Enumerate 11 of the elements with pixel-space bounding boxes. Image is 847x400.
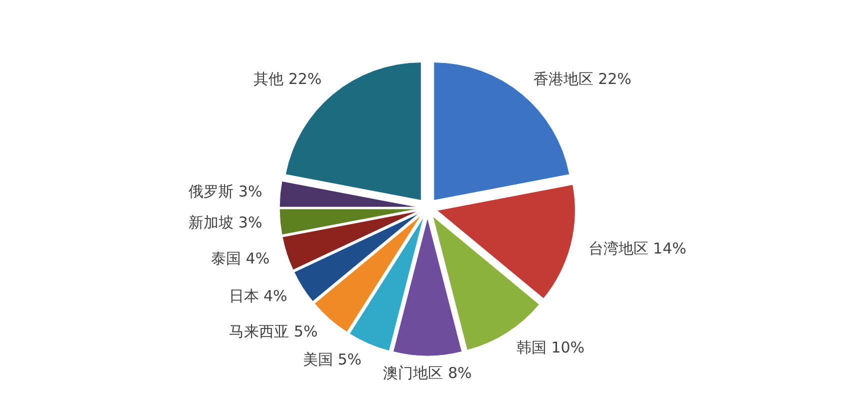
slice-label: 台湾地区 14% [588,239,686,258]
slice-label: 其他 22% [254,70,322,88]
slice-label: 韩国 10% [516,338,585,356]
slice-label: 俄罗斯 3% [188,182,262,200]
slice-label: 日本 4% [228,287,288,306]
slice-label: 马来西亚 5% [229,322,318,341]
slice-label: 香港地区 22% [533,70,632,88]
slice-label: 美国 5% [302,350,362,368]
slice-label: 澳门地区 8% [383,364,472,382]
slice-label: 泰国 4% [211,249,270,268]
slice-label: 新加坡 3% [188,214,262,232]
